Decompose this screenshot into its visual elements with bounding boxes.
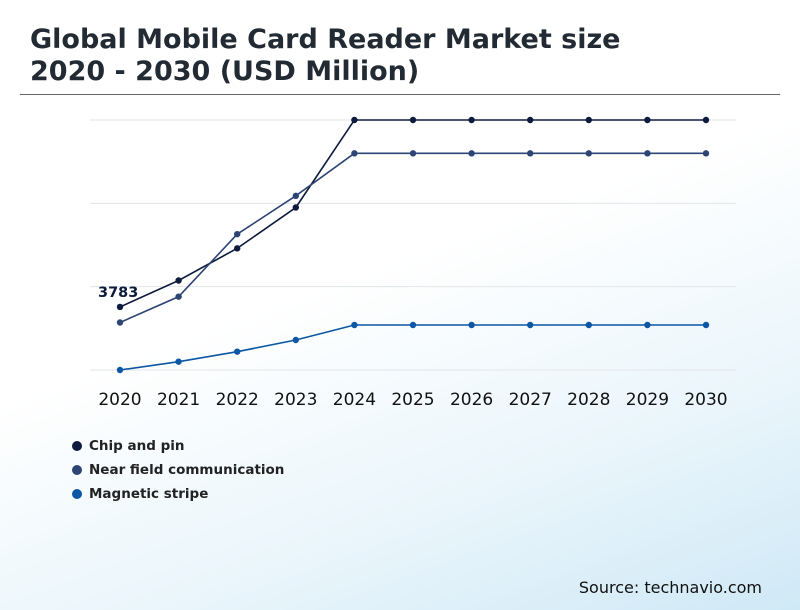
- data-point: [175, 277, 182, 284]
- legend-marker-icon: [72, 441, 82, 451]
- legend-item: Magnetic stripe: [72, 482, 284, 506]
- series-points: [116, 116, 710, 374]
- legend-marker-icon: [72, 489, 82, 499]
- data-point: [292, 204, 299, 211]
- data-point: [175, 358, 182, 365]
- series-line-2: [119, 324, 706, 371]
- x-axis-ticks: 2020 2021 2022 2023 2024 2025 2026 2027 2028 2029…: [98, 390, 727, 410]
- data-point: [234, 230, 241, 238]
- x-tick-label: 2020: [98, 390, 141, 410]
- data-point: [585, 116, 592, 124]
- data-point: [175, 293, 182, 300]
- data-point: [644, 116, 651, 124]
- x-tick-label: 2030: [684, 390, 727, 410]
- data-point: [585, 321, 592, 329]
- legend-item: Near field communication: [72, 458, 284, 482]
- data-point: [468, 150, 475, 157]
- data-point: [292, 336, 299, 344]
- data-point: [116, 303, 124, 311]
- data-point: [409, 150, 417, 157]
- data-point: [585, 150, 592, 157]
- data-label: 3783: [98, 285, 138, 301]
- source-credit: Source: technavio.com: [578, 578, 762, 597]
- legend-label: Chip and pin: [89, 438, 185, 454]
- data-point: [234, 245, 241, 252]
- annotations: 3783: [98, 285, 138, 301]
- chart-title-line-1: Global Mobile Card Reader Market size: [30, 24, 621, 55]
- data-point: [234, 348, 241, 355]
- data-point: [292, 192, 299, 200]
- data-point: [409, 321, 417, 329]
- x-tick-label: 2024: [333, 390, 376, 410]
- data-point: [527, 150, 534, 157]
- x-tick-label: 2028: [567, 390, 610, 410]
- data-point: [702, 116, 710, 124]
- data-point: [409, 116, 417, 124]
- x-tick-label: 2022: [216, 390, 259, 410]
- data-point: [527, 321, 534, 329]
- data-point: [702, 321, 710, 329]
- data-point: [351, 150, 358, 157]
- title-divider: [20, 94, 780, 95]
- series-line-1: [119, 152, 706, 324]
- data-point: [351, 321, 358, 329]
- chart-legend: Chip and pin Near field communication Magn…: [72, 434, 284, 506]
- chart-title-line-2: 2020 - 2030 (USD Million): [30, 56, 420, 87]
- legend-label: Near field communication: [89, 462, 285, 478]
- x-tick-label: 2029: [626, 390, 669, 410]
- x-tick-label: 2023: [274, 390, 317, 410]
- data-point: [116, 319, 124, 326]
- data-point: [644, 321, 651, 329]
- series-lines: [119, 119, 706, 371]
- legend-item: Chip and pin: [72, 434, 284, 458]
- series-line-0: [119, 119, 706, 308]
- x-tick-label: 2021: [157, 390, 200, 410]
- data-point: [644, 150, 651, 157]
- x-tick-label: 2025: [391, 390, 434, 410]
- gridlines: [90, 119, 736, 371]
- data-point: [702, 150, 710, 157]
- x-tick-label: 2026: [450, 390, 493, 410]
- data-point: [468, 116, 475, 124]
- legend-marker-icon: [72, 465, 82, 475]
- data-point: [527, 116, 534, 124]
- chart-title: Global Mobile Card Reader Market size 20…: [30, 24, 770, 88]
- x-tick-label: 2027: [509, 390, 552, 410]
- data-point: [116, 366, 124, 374]
- legend-label: Magnetic stripe: [89, 486, 209, 502]
- data-point: [468, 321, 475, 329]
- data-point: [351, 116, 358, 124]
